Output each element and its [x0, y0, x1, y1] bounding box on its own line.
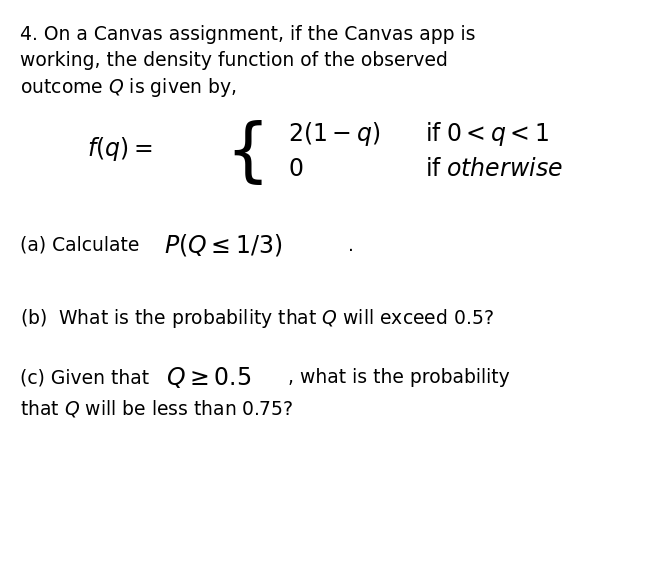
- Text: $2(1 - q)$: $2(1 - q)$: [288, 120, 380, 148]
- Text: working, the density function of the observed: working, the density function of the obs…: [20, 51, 448, 70]
- Text: that $Q$ will be less than 0.75?: that $Q$ will be less than 0.75?: [20, 398, 293, 420]
- Text: outcome $Q$ is given by,: outcome $Q$ is given by,: [20, 76, 237, 99]
- Text: $\mathrm{if}\; 0 < q < 1$: $\mathrm{if}\; 0 < q < 1$: [425, 120, 549, 148]
- Text: $\mathrm{if}\; \mathit{otherwise}$: $\mathrm{if}\; \mathit{otherwise}$: [425, 157, 563, 181]
- Text: (c) Given that: (c) Given that: [20, 368, 155, 387]
- Text: 4. On a Canvas assignment, if the Canvas app is: 4. On a Canvas assignment, if the Canvas…: [20, 25, 476, 45]
- Text: $\{$: $\{$: [225, 118, 263, 187]
- Text: , what is the probability: , what is the probability: [288, 368, 509, 387]
- Text: (b)  What is the probability that $Q$ will exceed 0.5?: (b) What is the probability that $Q$ wil…: [20, 307, 494, 331]
- Text: $0$: $0$: [288, 157, 303, 181]
- Text: $f(q) = $: $f(q) = $: [87, 135, 153, 164]
- Text: $P(Q \leq 1/3)$: $P(Q \leq 1/3)$: [164, 232, 282, 258]
- Text: $Q \geq 0.5$: $Q \geq 0.5$: [166, 365, 251, 390]
- Text: (a) Calculate: (a) Calculate: [20, 236, 145, 255]
- Text: .: .: [348, 236, 354, 255]
